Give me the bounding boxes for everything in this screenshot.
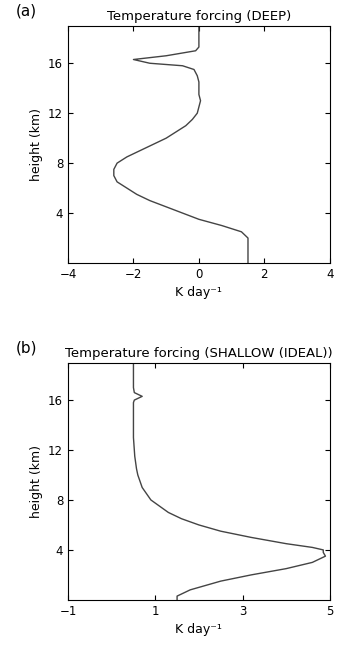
Title: Temperature forcing (DEEP): Temperature forcing (DEEP) [107, 10, 291, 23]
Y-axis label: height (km): height (km) [30, 108, 42, 181]
X-axis label: K day⁻¹: K day⁻¹ [175, 623, 222, 636]
X-axis label: K day⁻¹: K day⁻¹ [175, 286, 222, 299]
Text: (b): (b) [16, 341, 37, 355]
Y-axis label: height (km): height (km) [30, 445, 42, 518]
Text: (a): (a) [16, 4, 37, 19]
Title: Temperature forcing (SHALLOW (IDEAL)): Temperature forcing (SHALLOW (IDEAL)) [65, 347, 333, 360]
